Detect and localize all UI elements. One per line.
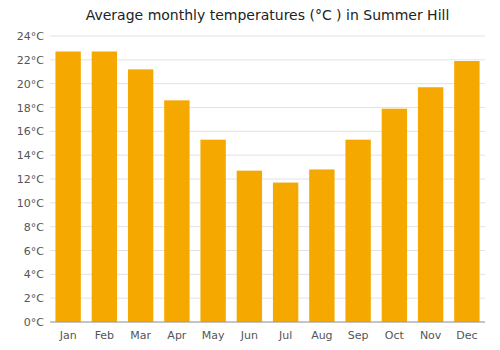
bar — [382, 109, 407, 322]
x-tick-label: Apr — [167, 329, 187, 342]
y-tick-label: 24°C — [17, 30, 44, 43]
bar — [237, 171, 262, 322]
x-tick-label: May — [202, 329, 225, 342]
x-axis-line — [50, 322, 485, 323]
x-tick-label: Feb — [95, 329, 114, 342]
y-tick-label: 18°C — [17, 102, 44, 115]
x-tick-label: Oct — [385, 329, 405, 342]
bar — [345, 140, 370, 322]
bars — [55, 51, 479, 322]
bar — [200, 140, 225, 322]
x-tick-label: Jun — [240, 329, 258, 342]
grid-line — [50, 36, 485, 37]
x-tick-label: Jul — [278, 329, 292, 342]
bar — [273, 183, 298, 322]
y-tick-label: 16°C — [17, 125, 44, 138]
x-tick-label: Jan — [59, 329, 77, 342]
bar — [309, 169, 334, 322]
x-tick-label: Dec — [456, 329, 477, 342]
bar — [55, 51, 80, 322]
bar — [454, 61, 479, 322]
y-tick-label: 4°C — [24, 268, 44, 281]
bar — [164, 100, 189, 322]
grid-line — [50, 322, 485, 323]
y-tick-label: 8°C — [24, 221, 44, 234]
y-tick-label: 22°C — [17, 54, 44, 67]
x-tick-label: Nov — [420, 329, 442, 342]
y-tick-label: 10°C — [17, 197, 44, 210]
x-tick-label: Aug — [311, 329, 332, 342]
y-tick-label: 6°C — [24, 245, 44, 258]
title: Average monthly temperatures (°C ) in Su… — [86, 7, 450, 23]
y-tick-label: 20°C — [17, 78, 44, 91]
y-tick-label: 12°C — [17, 173, 44, 186]
y-tick-label: 2°C — [24, 292, 44, 305]
x-tick-label: Mar — [130, 329, 151, 342]
y-tick-label: 14°C — [17, 149, 44, 162]
bar — [128, 69, 153, 322]
bar — [418, 87, 443, 322]
chart: Average monthly temperatures (°C ) in Su… — [0, 0, 500, 350]
bar — [92, 51, 117, 322]
y-tick-label: 0°C — [24, 316, 44, 329]
grid — [50, 36, 485, 322]
x-tick-label: Sep — [348, 329, 369, 342]
